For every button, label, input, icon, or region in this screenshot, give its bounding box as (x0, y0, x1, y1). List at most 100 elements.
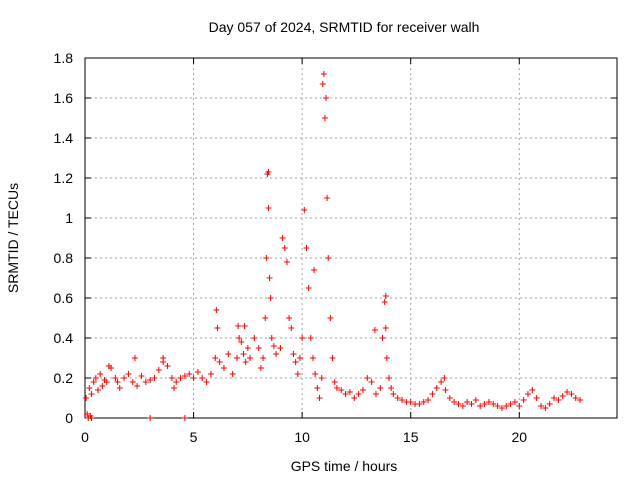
data-point (190, 375, 197, 381)
data-point (459, 403, 466, 409)
data-point (381, 299, 388, 305)
data-point (177, 375, 184, 381)
data-point (114, 379, 121, 385)
data-point (485, 399, 492, 405)
data-point (86, 385, 93, 391)
data-point (420, 399, 427, 405)
data-point (207, 371, 214, 377)
data-point (262, 315, 269, 321)
data-point (238, 339, 245, 345)
data-point (464, 399, 471, 405)
data-point (112, 375, 119, 381)
data-point (451, 399, 458, 405)
data-point (92, 375, 99, 381)
data-point (88, 391, 95, 397)
data-point (379, 335, 386, 341)
data-point (84, 411, 91, 417)
data-point (181, 373, 188, 379)
data-point (268, 335, 275, 341)
data-point (225, 351, 232, 357)
data-point (329, 355, 336, 361)
data-point (511, 399, 518, 405)
chart-title: Day 057 of 2024, SRMTID for receiver wal… (209, 19, 480, 35)
data-points (83, 71, 584, 421)
data-point (90, 379, 97, 385)
y-tick-label: 1.8 (54, 50, 74, 66)
data-point (338, 387, 345, 393)
data-point (327, 315, 334, 321)
data-point (425, 397, 432, 403)
data-point (559, 393, 566, 399)
data-point (160, 355, 167, 361)
data-point (95, 387, 102, 393)
data-point (303, 245, 310, 251)
data-point (490, 401, 497, 407)
y-tick-label: 1.6 (54, 90, 74, 106)
data-point (236, 335, 243, 341)
data-point (212, 355, 219, 361)
x-axis-label: GPS time / hours (291, 458, 398, 474)
x-tick-label: 20 (511, 429, 527, 445)
data-point (283, 259, 290, 265)
data-point (307, 335, 314, 341)
data-point (266, 275, 273, 281)
data-point (281, 245, 288, 251)
data-point (555, 397, 562, 403)
data-point (260, 355, 267, 361)
data-point (312, 371, 319, 377)
data-point (325, 255, 332, 261)
data-point (247, 355, 254, 361)
data-point (468, 401, 475, 407)
data-point (324, 195, 331, 201)
data-point (516, 403, 523, 409)
data-point (194, 369, 201, 375)
y-tick-label: 0 (65, 410, 73, 426)
x-tick-label: 15 (403, 429, 419, 445)
data-point (311, 267, 318, 273)
x-tick-label: 10 (294, 429, 310, 445)
data-point (155, 367, 162, 373)
data-point (438, 379, 445, 385)
data-point (388, 385, 395, 391)
data-point (442, 387, 449, 393)
data-point (383, 355, 390, 361)
data-point (394, 395, 401, 401)
data-point (99, 383, 106, 389)
data-point (288, 325, 295, 331)
data-point (524, 391, 531, 397)
data-point (296, 355, 303, 361)
data-point (121, 375, 128, 381)
data-point (319, 81, 326, 87)
data-point (265, 169, 272, 175)
data-point (186, 371, 193, 377)
data-point (290, 351, 297, 357)
data-point (429, 391, 436, 397)
data-point (441, 375, 448, 381)
data-point (433, 385, 440, 391)
data-point (386, 375, 392, 381)
data-point (173, 379, 180, 385)
data-point (229, 371, 236, 377)
data-point (257, 365, 264, 371)
data-point (270, 343, 277, 349)
data-point (481, 401, 488, 407)
data-point (277, 345, 284, 351)
data-point (171, 385, 178, 391)
data-point (368, 379, 375, 385)
data-point (216, 359, 223, 365)
data-point (235, 323, 242, 329)
data-point (164, 363, 171, 369)
data-point (577, 397, 584, 403)
data-point (342, 391, 349, 397)
y-axis-label: SRMTID / TECUs (5, 183, 21, 293)
data-point (472, 397, 479, 403)
data-point (131, 355, 138, 361)
data-point (568, 391, 575, 397)
data-point (333, 385, 340, 391)
data-point (346, 389, 353, 395)
data-point (138, 373, 145, 379)
grid-lines (85, 58, 617, 418)
data-point (103, 379, 110, 385)
data-point (213, 307, 220, 313)
data-point (314, 385, 321, 391)
